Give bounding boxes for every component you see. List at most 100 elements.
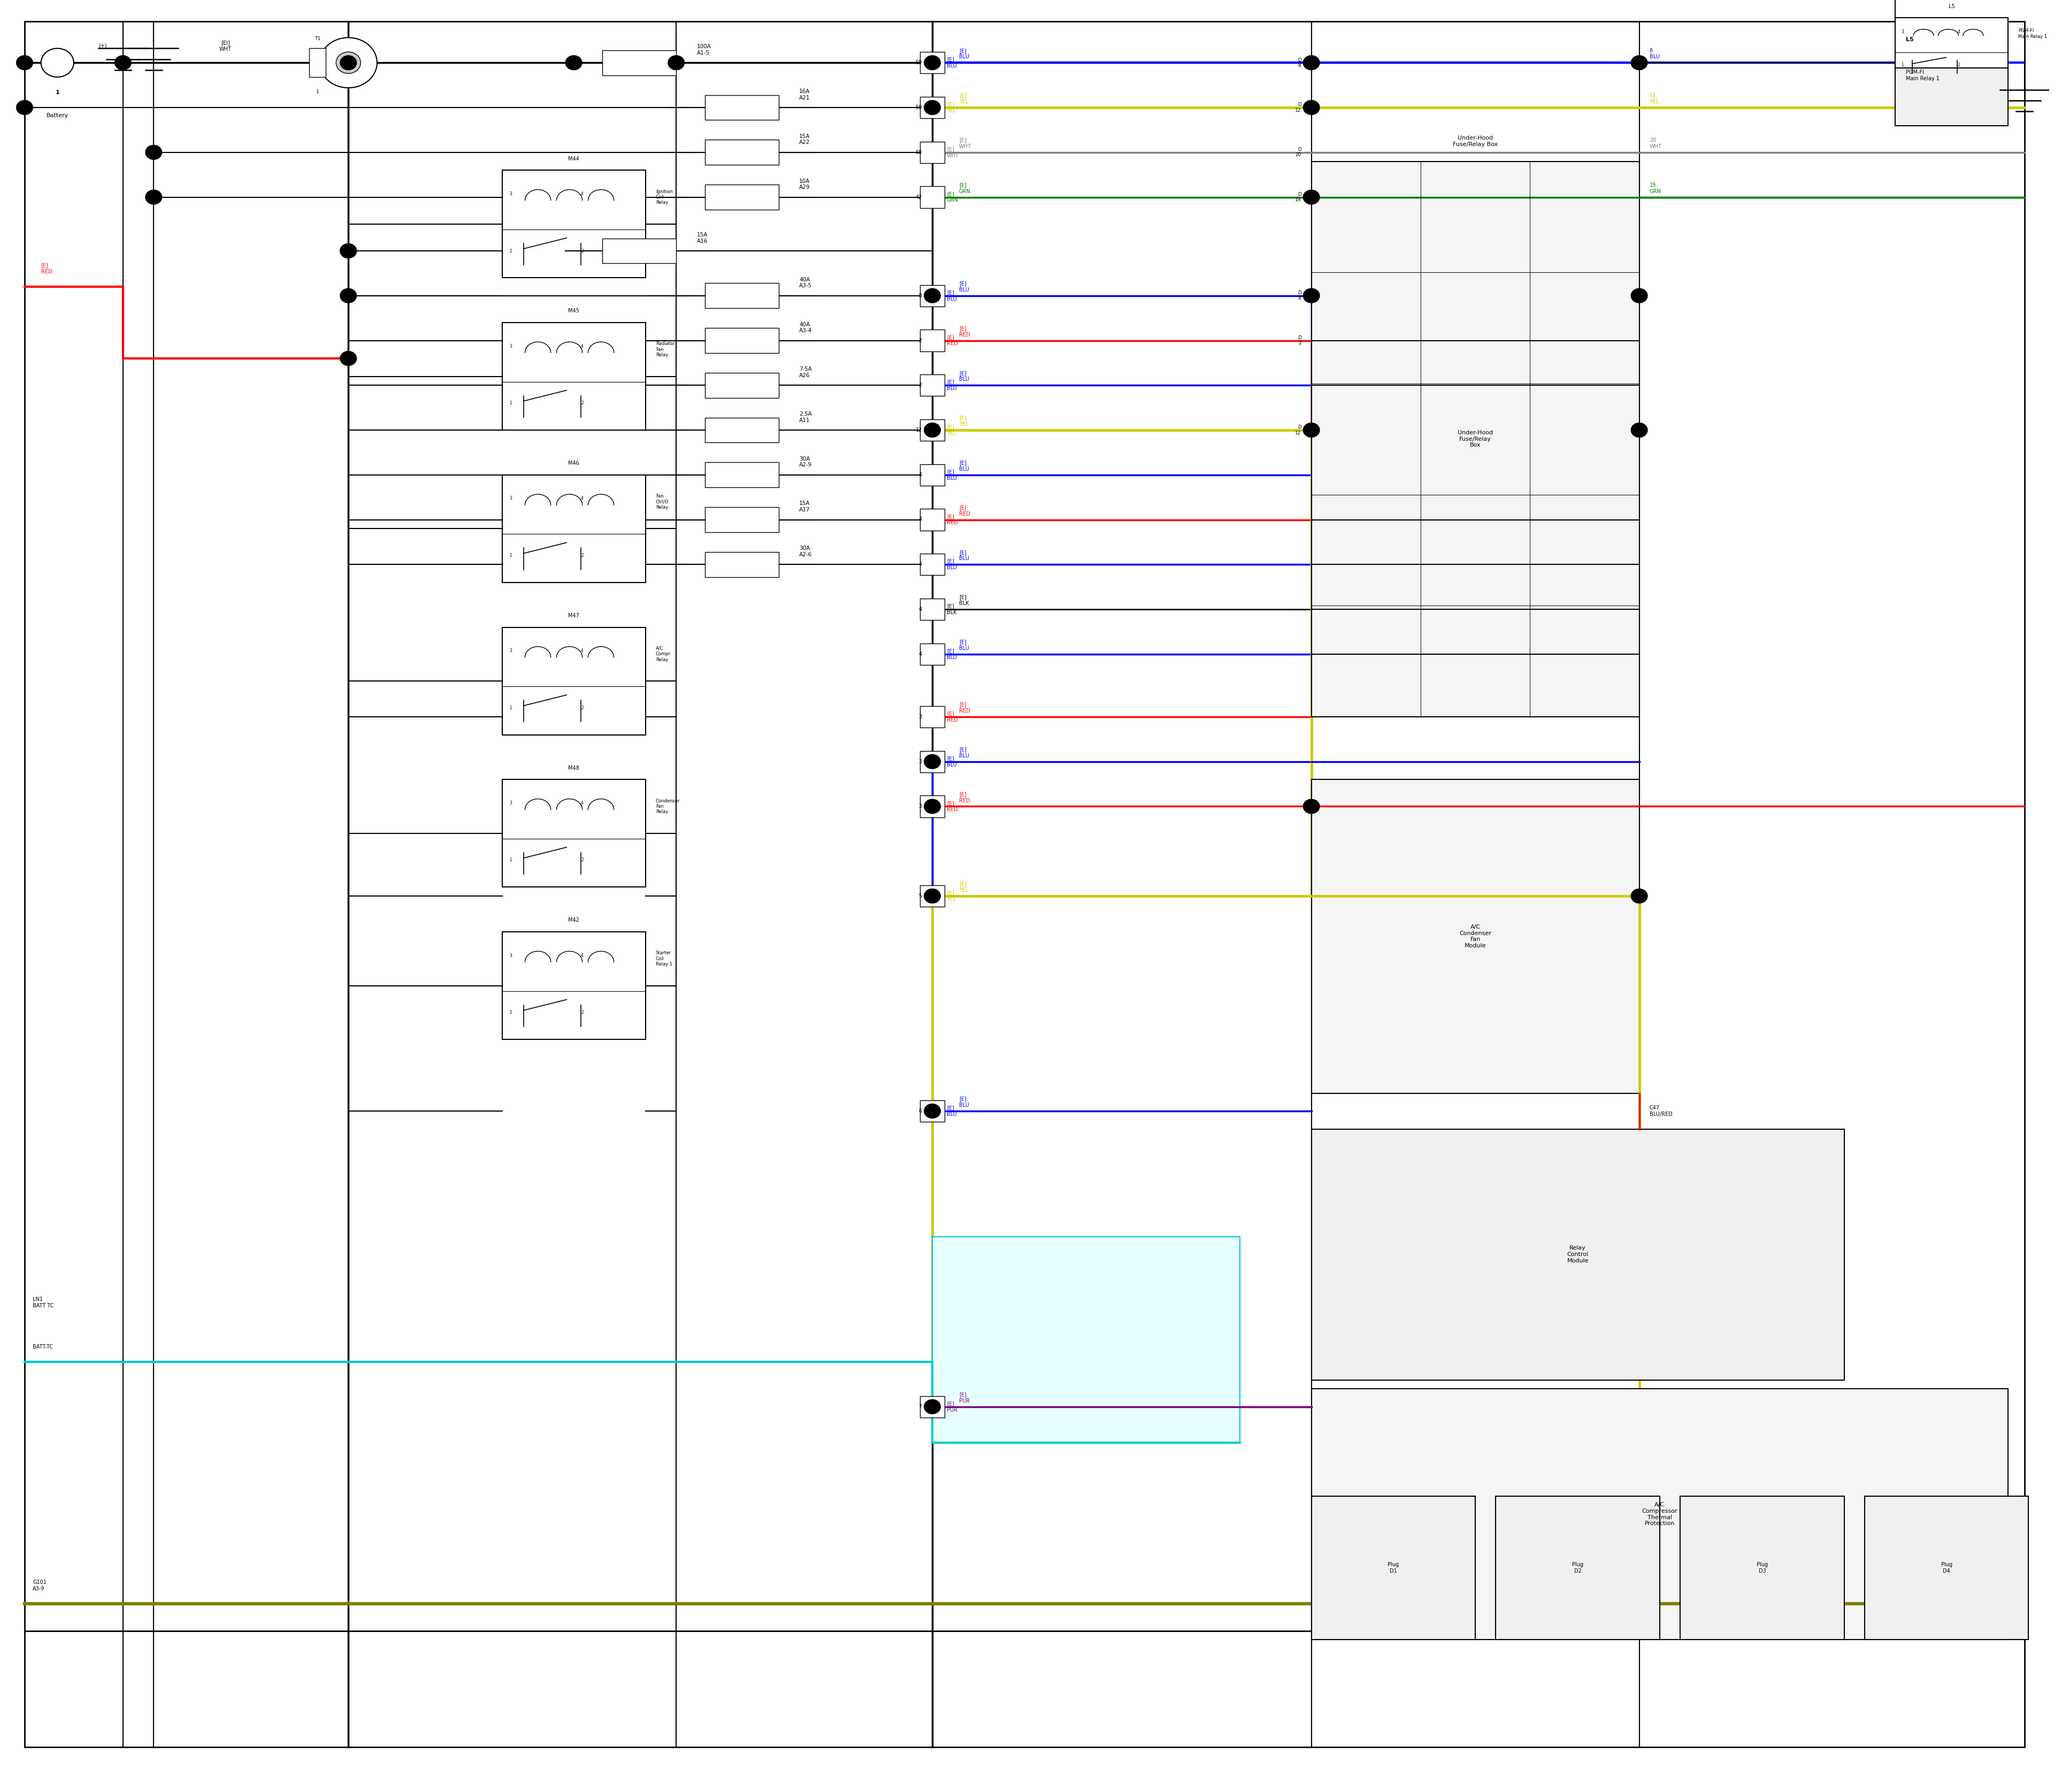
Text: 2: 2 [581, 1011, 583, 1014]
Bar [602, 50, 676, 75]
Text: [E]
BLK: [E] BLK [959, 595, 969, 606]
Circle shape [1302, 56, 1319, 70]
Bar [920, 1396, 945, 1417]
Text: Relay
Control
Module: Relay Control Module [1567, 1245, 1588, 1263]
Text: C47
BLU/RED: C47 BLU/RED [1649, 1106, 1672, 1116]
Text: G101
A3-9: G101 A3-9 [33, 1581, 47, 1591]
Text: Fan
Ctrl/O
Relay: Fan Ctrl/O Relay [655, 495, 670, 509]
Bar [705, 185, 778, 210]
Text: 1: 1 [509, 858, 511, 862]
Text: [E]
BLU: [E] BLU [947, 380, 957, 391]
Text: 4: 4 [581, 649, 583, 654]
Circle shape [1631, 289, 1647, 303]
Bar [920, 885, 945, 907]
Text: 60: 60 [916, 151, 922, 154]
Text: 30A
A2-6: 30A A2-6 [799, 547, 811, 557]
Text: 1: 1 [509, 554, 511, 557]
Text: 1: 1 [509, 249, 511, 253]
Text: 4: 4 [581, 192, 583, 197]
Text: [E]
BLU: [E] BLU [947, 290, 957, 301]
Text: A/C
Condenser
Fan
Module: A/C Condenser Fan Module [1458, 925, 1491, 948]
Text: BATT-TC: BATT-TC [33, 1344, 53, 1349]
Text: L5: L5 [1949, 4, 1955, 9]
Text: A/C
Compr
Relay: A/C Compr Relay [655, 647, 672, 661]
Bar [920, 1100, 945, 1122]
Bar [602, 238, 676, 263]
Text: [E]
YEL: [E] YEL [947, 425, 955, 435]
Text: 1: 1 [509, 1011, 511, 1014]
Text: [E]
YEL: [E] YEL [947, 891, 955, 901]
Circle shape [341, 289, 357, 303]
Circle shape [1302, 423, 1319, 437]
Text: 19
GRN: 19 GRN [1649, 183, 1662, 194]
Text: [E]
RED: [E] RED [947, 514, 957, 525]
Text: 2: 2 [918, 383, 922, 387]
Text: M45: M45 [569, 308, 579, 314]
Bar [920, 375, 945, 396]
Text: [E]
BLU: [E] BLU [959, 640, 969, 650]
Text: [E]
BLU: [E] BLU [959, 461, 969, 471]
Text: [E]
BLU: [E] BLU [959, 281, 969, 292]
Text: 7: 7 [918, 1405, 922, 1409]
Bar [501, 170, 645, 278]
Text: 1: 1 [1902, 63, 1904, 68]
Bar [920, 554, 945, 575]
Bar [705, 328, 778, 353]
Circle shape [341, 244, 357, 258]
Text: M48: M48 [569, 765, 579, 771]
Text: Condenser
Fan
Relay: Condenser Fan Relay [655, 799, 680, 814]
Circle shape [1302, 289, 1319, 303]
Circle shape [1302, 100, 1319, 115]
Text: 15A
A17: 15A A17 [799, 502, 809, 513]
Text: 2: 2 [1957, 63, 1960, 68]
Text: 3: 3 [918, 760, 922, 763]
Circle shape [1631, 56, 1647, 70]
Circle shape [1302, 190, 1319, 204]
Text: 7.5A
A26: 7.5A A26 [799, 367, 811, 378]
Text: 59: 59 [916, 106, 922, 109]
Text: [E]
GRN: [E] GRN [947, 192, 959, 202]
Circle shape [341, 244, 357, 258]
Text: D
12: D 12 [1296, 425, 1300, 435]
Bar [920, 97, 945, 118]
Text: 15A
A16: 15A A16 [696, 233, 707, 244]
Text: [E]
GRN: [E] GRN [959, 183, 972, 194]
Circle shape [16, 100, 33, 115]
Text: 3: 3 [509, 649, 511, 654]
Text: D
19: D 19 [1294, 192, 1300, 202]
Text: [E]
RED: [E] RED [947, 801, 957, 812]
Text: [E]
YEL: [E] YEL [959, 93, 967, 104]
Bar [920, 142, 945, 163]
Text: [E]
BLU: [E] BLU [959, 48, 969, 59]
Text: 3: 3 [509, 801, 511, 806]
Bar [920, 643, 945, 665]
Text: [E]
RED: [E] RED [959, 326, 969, 337]
Circle shape [1302, 799, 1319, 814]
Circle shape [668, 56, 684, 70]
Bar [501, 323, 645, 430]
Text: (+): (+) [99, 43, 107, 48]
Text: T1: T1 [314, 36, 320, 41]
Bar [1865, 1496, 2029, 1640]
Text: [E]
BLU: [E] BLU [947, 57, 957, 68]
Text: [E]
RED: [E] RED [959, 792, 969, 803]
Text: Ignition
Coil
Relay: Ignition Coil Relay [655, 190, 672, 204]
Text: 3: 3 [918, 715, 922, 719]
Text: 6: 6 [918, 1109, 922, 1113]
Bar [933, 1236, 1241, 1443]
Circle shape [924, 100, 941, 115]
Text: [E]
YEL: [E] YEL [947, 102, 955, 113]
Text: 3: 3 [509, 496, 511, 502]
Text: 2: 2 [581, 706, 583, 710]
Text: [EI]
WHT: [EI] WHT [220, 41, 232, 52]
Circle shape [565, 56, 581, 70]
Text: 4: 4 [918, 473, 922, 477]
Text: 4: 4 [581, 953, 583, 959]
Bar [705, 140, 778, 165]
Bar [920, 419, 945, 441]
Text: M42: M42 [569, 918, 579, 923]
Text: [E]
BLU: [E] BLU [959, 371, 969, 382]
Circle shape [924, 423, 941, 437]
Bar [920, 52, 945, 73]
Text: 100A
A1-5: 100A A1-5 [696, 45, 711, 56]
